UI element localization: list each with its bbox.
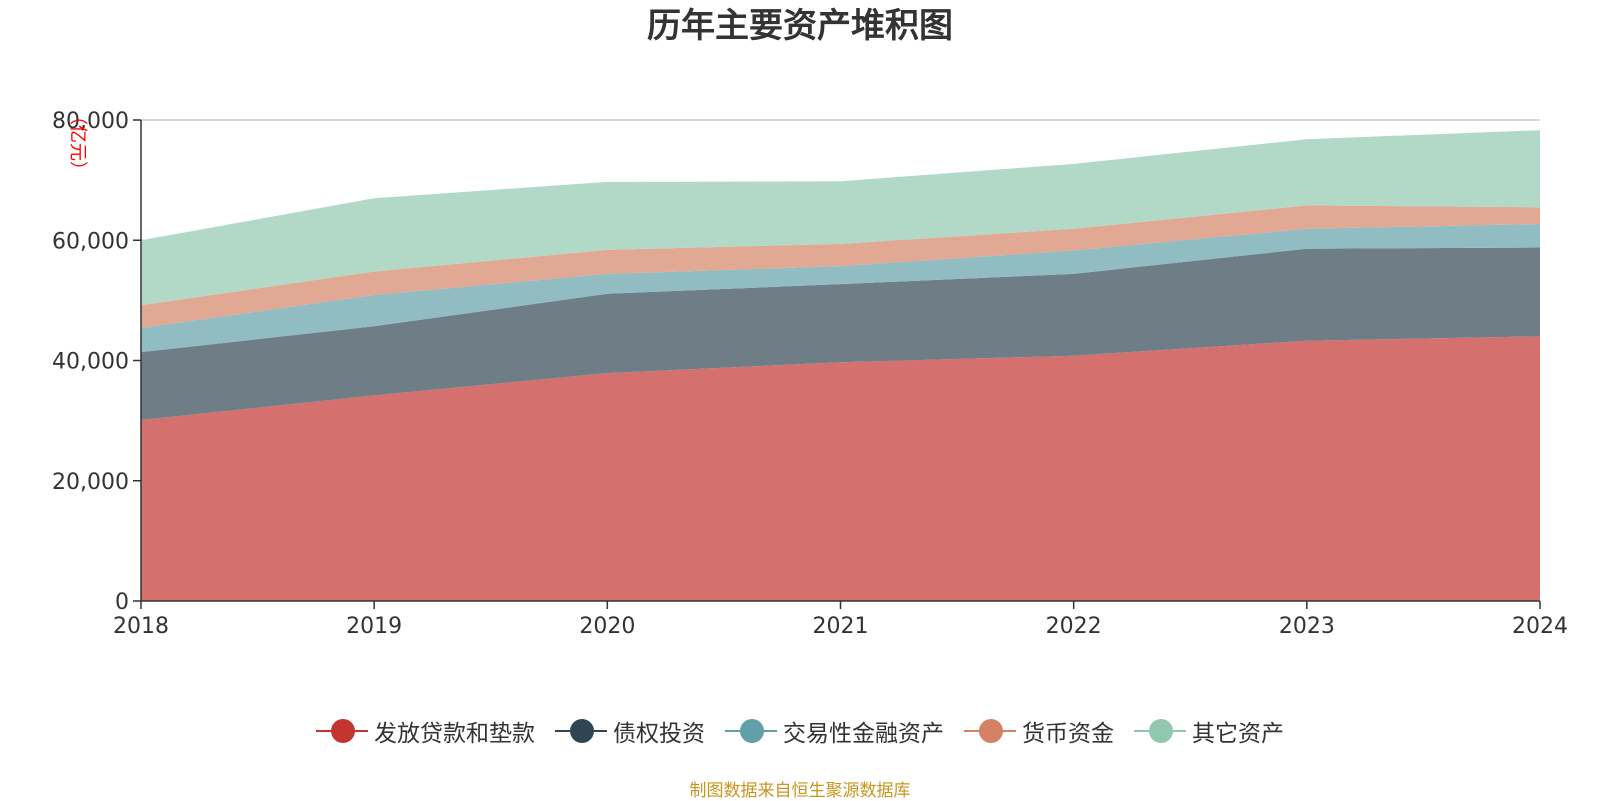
x-tick-label: 2020 — [579, 614, 635, 639]
source-note: 制图数据来自恒生聚源数据库 — [689, 781, 911, 801]
area-series-4 — [141, 205, 1540, 328]
axes: 0 20,000 40,000 60,000 80,000 2018 2019 2020 202… — [52, 109, 1568, 639]
legend-label: 债权投资 — [613, 721, 705, 747]
y-axis-unit-label: （亿元） — [67, 107, 88, 179]
legend-marker-icon — [555, 718, 607, 744]
x-tick-label: 2022 — [1046, 614, 1102, 639]
legend-label: 货币资金 — [1022, 721, 1114, 747]
y-tick-label: 80,000 — [52, 109, 129, 134]
legend-label: 发放贷款和垫款 — [374, 721, 535, 747]
y-tick-label: 0 — [115, 590, 129, 615]
y-tick-label: 20,000 — [52, 470, 129, 495]
area-series-1 — [141, 336, 1540, 601]
x-tick-label: 2024 — [1512, 614, 1568, 639]
x-tick-label: 2018 — [113, 614, 169, 639]
area-series-layer — [141, 130, 1540, 601]
x-tick-label: 2023 — [1279, 614, 1335, 639]
x-tick-label: 2021 — [813, 614, 869, 639]
area-series-2 — [141, 247, 1540, 420]
legend-item-3[interactable]: 交易性金融资产 — [725, 714, 944, 748]
area-series-5 — [141, 130, 1540, 306]
legend-marker-icon — [964, 718, 1016, 744]
chart-title: 历年主要资产堆积图 — [647, 6, 953, 46]
legend-marker-icon — [316, 718, 368, 744]
legend-item-5[interactable]: 其它资产 — [1134, 714, 1284, 748]
legend-marker-icon — [1134, 718, 1186, 744]
legend: 发放贷款和垫款 债权投资 交易性金融资产 货币资金 其它资产 — [0, 714, 1600, 748]
y-tick-label: 60,000 — [52, 229, 129, 254]
legend-label: 其它资产 — [1192, 721, 1284, 747]
y-tick-label: 40,000 — [52, 350, 129, 375]
legend-item-2[interactable]: 债权投资 — [555, 714, 705, 748]
legend-marker-icon — [725, 718, 777, 744]
legend-label: 交易性金融资产 — [783, 721, 944, 747]
legend-item-1[interactable]: 发放贷款和垫款 — [316, 714, 535, 748]
area-series-3 — [141, 224, 1540, 353]
legend-item-4[interactable]: 货币资金 — [964, 714, 1114, 748]
x-tick-label: 2019 — [346, 614, 402, 639]
